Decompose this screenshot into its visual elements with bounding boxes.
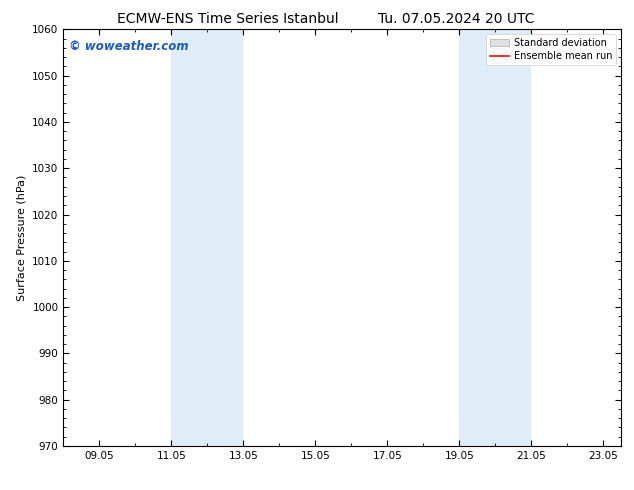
Text: Tu. 07.05.2024 20 UTC: Tu. 07.05.2024 20 UTC [378,12,534,26]
Bar [460,29,531,446]
Bar [171,29,243,446]
Legend: Standard deviation, Ensemble mean run: Standard deviation, Ensemble mean run [486,34,616,65]
Y-axis label: Surface Pressure (hPa): Surface Pressure (hPa) [16,174,27,301]
Text: ECMW-ENS Time Series Istanbul: ECMW-ENS Time Series Istanbul [117,12,339,26]
Text: © woweather.com: © woweather.com [69,40,188,53]
